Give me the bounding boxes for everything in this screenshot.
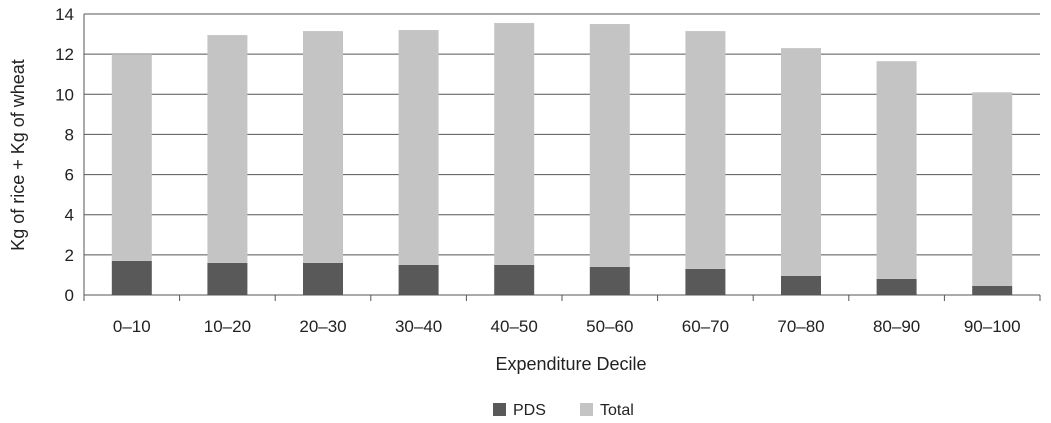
x-axis-title: Expenditure Decile [495,354,646,374]
y-tick-label: 2 [65,246,74,265]
legend-label-total: Total [600,402,634,419]
bar-total-5 [589,24,630,267]
bar-pds-2 [303,262,343,295]
y-tick-label: 4 [65,206,74,225]
x-tick-label: 70–80 [777,317,824,336]
bar-total-0 [111,54,152,261]
x-tick-label: 20–30 [299,317,346,336]
bar-pds-4 [494,264,535,295]
bar-total-1 [207,35,248,263]
bar-pds-6 [685,268,726,295]
y-tick-label: 0 [65,286,74,305]
x-tick-label: 50–60 [586,317,633,336]
bar-total-3 [398,30,439,265]
x-tick-label: 40–50 [491,317,538,336]
bar-total-7 [781,48,821,276]
bar-total-8 [876,61,917,279]
legend-label-pds: PDS [513,402,546,419]
x-tick-label: 10–20 [204,317,251,336]
x-tick-label: 30–40 [395,317,442,336]
y-tick-label: 6 [65,166,74,185]
x-tick-label: 60–70 [682,317,729,336]
bar-pds-7 [781,275,821,295]
x-tick-labels: 0–10 10–20 20–30 30–40 40–50 50–60 60–70 70–80 8… [113,317,1021,336]
legend-swatch-pds [493,403,506,416]
bar-total-9 [972,92,1013,286]
y-tick-label: 14 [55,5,74,24]
legend: PDS Total [493,402,634,419]
bar-total-4 [494,23,535,265]
y-tick-label: 10 [55,85,74,104]
y-axis-title: Kg of rice + Kg of wheat [8,59,28,251]
bar-pds-5 [589,266,630,295]
bar-total-6 [685,31,726,269]
bar-pds-8 [876,278,917,295]
x-tick-label: 80–90 [873,317,920,336]
bar-pds-3 [398,264,439,295]
bars [111,23,1013,295]
axes [83,14,1041,301]
y-tick-label: 8 [65,125,74,144]
legend-swatch-total [580,403,593,416]
bar-pds-1 [207,262,248,295]
x-tick-label: 90–100 [964,317,1021,336]
y-tick-label: 12 [55,45,74,64]
bar-pds-9 [972,285,1013,295]
bar-pds-0 [111,260,152,295]
x-tick-label: 0–10 [113,317,151,336]
y-tick-labels: 0 2 4 6 8 10 12 14 [55,5,74,305]
bar-total-2 [303,31,343,263]
